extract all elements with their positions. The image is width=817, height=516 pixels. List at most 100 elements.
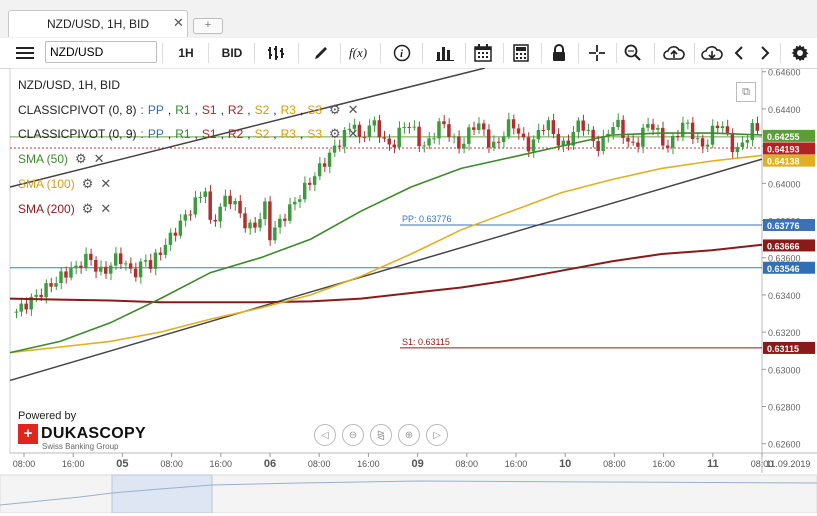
candle-body — [626, 137, 630, 142]
candle-body — [387, 138, 391, 145]
close-icon[interactable]: ✕ — [347, 102, 359, 117]
price-label: 0.63666 — [767, 241, 800, 251]
divider — [465, 43, 466, 63]
divider — [578, 43, 579, 63]
candle-body — [173, 232, 178, 236]
x-tick-label: 16:00 — [357, 459, 380, 469]
volume-icon[interactable] — [432, 41, 458, 65]
fit-icon[interactable]: ⧎ — [370, 424, 392, 446]
candle-body — [457, 136, 461, 149]
indicator-name: SMA (50) — [18, 152, 69, 166]
popout-icon[interactable]: ⧉ — [736, 82, 756, 102]
candle-body — [516, 128, 521, 134]
candle-body — [372, 120, 377, 126]
candle-body — [641, 127, 645, 147]
side-dropdown[interactable]: BID — [214, 41, 250, 65]
chevron-right-icon[interactable] — [754, 41, 776, 65]
candle-body — [243, 213, 247, 229]
powered-by: Powered by + DUKASCOPY Swiss Banking Gro… — [18, 410, 146, 451]
gear-icon[interactable]: ⚙ — [81, 176, 94, 191]
close-icon[interactable]: ✕ — [93, 151, 105, 166]
candle-body — [288, 204, 292, 221]
candle-body — [29, 296, 33, 310]
zoom-in-icon[interactable]: ⊕ — [398, 424, 420, 446]
navigator-window — [111, 474, 213, 514]
x-tick-label: 16:00 — [62, 459, 85, 469]
calendar-icon[interactable] — [470, 41, 496, 65]
crosshair-icon[interactable] — [584, 41, 610, 65]
info-icon[interactable]: i — [389, 41, 415, 65]
indicator-name: SMA (100) — [18, 177, 75, 191]
candle-body — [666, 145, 670, 148]
candle-body — [750, 123, 755, 141]
navigator-line — [0, 480, 817, 506]
gear-icon[interactable]: ⚙ — [81, 201, 94, 216]
gear-icon[interactable]: ⚙ — [329, 102, 341, 117]
gear-icon[interactable]: ⚙ — [329, 126, 341, 141]
draw-pen-icon[interactable] — [308, 41, 334, 65]
settings-gear-icon[interactable] — [787, 41, 813, 65]
candle-body — [591, 129, 595, 142]
zoom-icon[interactable] — [620, 41, 646, 65]
candle-body — [556, 134, 561, 146]
upper-trendline — [9, 67, 486, 188]
pivot-key: S3 — [307, 127, 322, 141]
close-icon[interactable]: ✕ — [100, 201, 112, 216]
chart-tab[interactable]: NZD/USD, 1H, BID ✕ — [8, 10, 188, 37]
candle-body — [54, 283, 58, 287]
close-icon[interactable]: ✕ — [347, 126, 359, 141]
candle-body — [133, 268, 138, 278]
instrument-input[interactable] — [45, 41, 157, 63]
divider — [162, 43, 163, 63]
price-chart[interactable]: 0.646000.644000.642000.640000.638000.636… — [0, 67, 817, 514]
y-tick-label: 0.63600 — [768, 254, 801, 264]
candle-body — [59, 271, 63, 284]
candle-body — [700, 138, 705, 147]
add-tab-button[interactable]: + — [193, 18, 223, 34]
chart-area[interactable]: 0.646000.644000.642000.640000.638000.636… — [0, 67, 817, 514]
menu-icon[interactable] — [12, 41, 38, 65]
candle-body — [322, 163, 327, 167]
candle-body — [491, 141, 496, 148]
upload-cloud-icon[interactable] — [660, 41, 688, 65]
lock-icon[interactable] — [546, 41, 572, 65]
candle-body — [452, 136, 456, 138]
candle-body — [541, 129, 546, 131]
chart-type-icon[interactable] — [262, 41, 290, 65]
gear-icon[interactable]: ⚙ — [75, 151, 87, 166]
period-dropdown[interactable]: 1H — [168, 41, 204, 65]
candle-body — [511, 119, 516, 129]
close-icon[interactable]: ✕ — [100, 176, 112, 191]
download-cloud-icon[interactable] — [698, 41, 726, 65]
plot-area — [9, 67, 763, 454]
chevron-left-icon[interactable] — [728, 41, 750, 65]
indicator-name: SMA (200) — [18, 202, 75, 216]
calculator-icon[interactable] — [508, 41, 534, 65]
zoom-out-icon[interactable]: ⊖ — [342, 424, 364, 446]
swiss-cross-icon: + — [18, 424, 38, 444]
candle-body — [143, 260, 148, 262]
candle-body — [675, 136, 680, 138]
indicators-fx-icon[interactable]: f(x) — [345, 41, 373, 65]
candle-body — [49, 283, 53, 287]
candle-body — [437, 121, 441, 139]
candle-body — [347, 128, 352, 130]
candle-body — [636, 142, 640, 147]
nav-right-icon[interactable]: ▷ — [426, 424, 448, 446]
indicator-name: CLASSICPIVOT (0, 9) — [18, 127, 137, 141]
close-icon[interactable]: ✕ — [173, 15, 184, 30]
candle-body — [74, 265, 78, 269]
nav-left-icon[interactable]: ◁ — [314, 424, 336, 446]
candle-body — [611, 127, 615, 134]
candle-body — [94, 259, 98, 272]
candle-body — [327, 152, 332, 167]
separator: : — [140, 127, 144, 141]
chart-navigation: ◁ ⊖ ⧎ ⊕ ▷ — [314, 424, 448, 446]
divider — [694, 43, 695, 63]
candle-body — [183, 214, 188, 221]
indicator-sma-100: SMA (100) ⚙ ✕ — [18, 176, 111, 192]
candle-body — [19, 303, 23, 312]
candle-body — [258, 219, 262, 228]
candle-body — [422, 145, 426, 147]
candle-body — [685, 122, 690, 124]
